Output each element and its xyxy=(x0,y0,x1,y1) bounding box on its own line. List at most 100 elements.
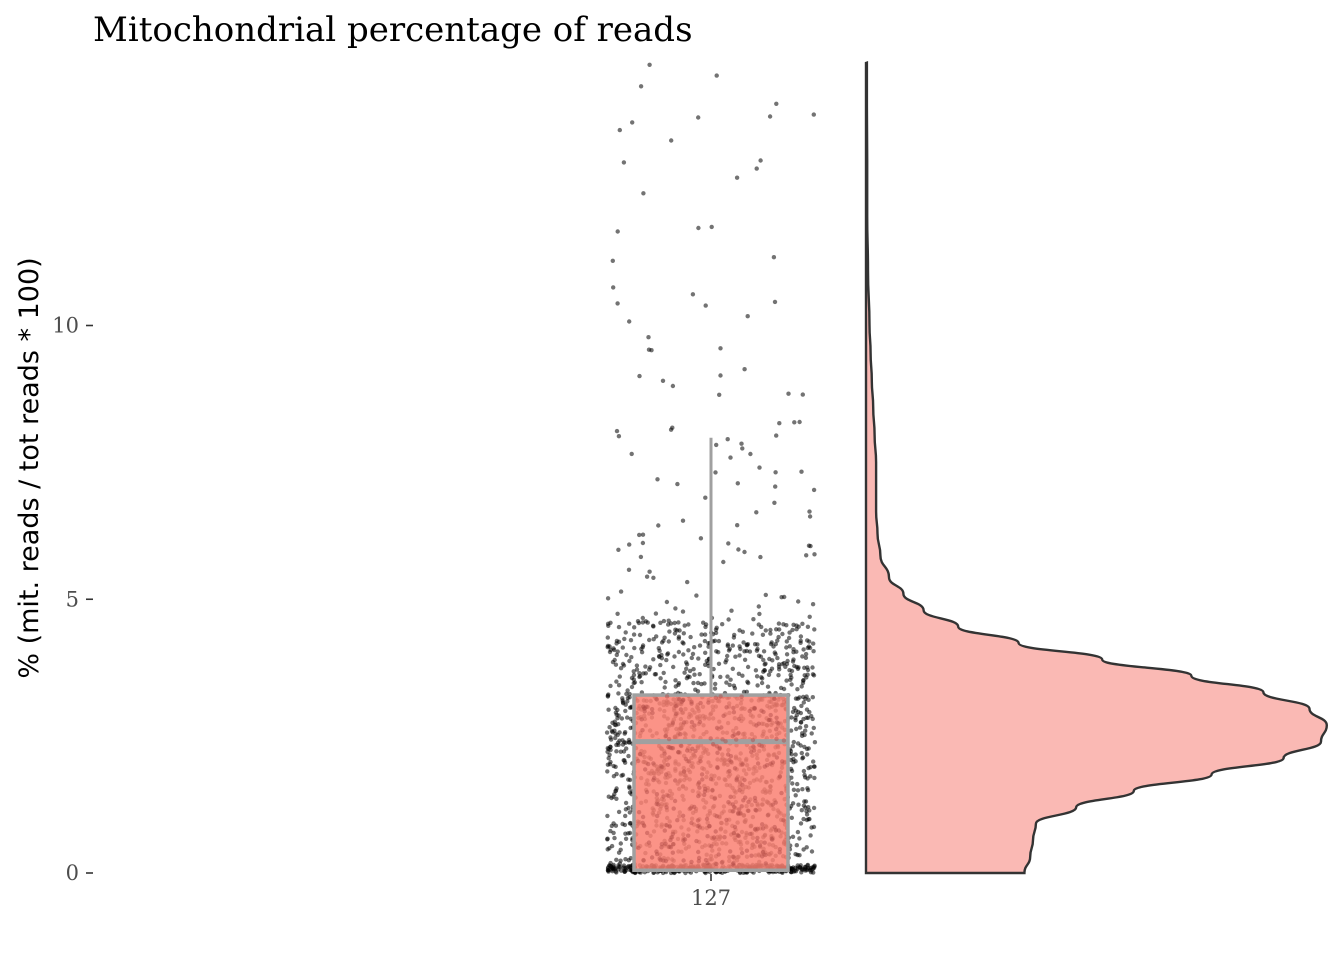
jitter-point xyxy=(729,608,734,613)
y-tick-label: 5 xyxy=(66,587,79,611)
jitter-point xyxy=(811,759,816,764)
jitter-point xyxy=(624,652,629,658)
jitter-point xyxy=(707,823,712,829)
jitter-point xyxy=(749,749,754,755)
jitter-point xyxy=(627,691,632,697)
jitter-point xyxy=(681,769,687,774)
jitter-point xyxy=(757,611,762,617)
box-iqr xyxy=(632,693,790,873)
jitter-point xyxy=(695,818,701,823)
jitter-point xyxy=(703,303,708,308)
jitter-point xyxy=(736,810,741,816)
jitter-point xyxy=(626,740,632,745)
jitter-point xyxy=(717,746,722,752)
jitter-point xyxy=(640,814,646,820)
jitter-point xyxy=(681,720,687,725)
jitter-point xyxy=(788,804,794,809)
jitter-point xyxy=(656,646,661,651)
jitter-point xyxy=(760,822,765,827)
jitter-point xyxy=(795,666,801,671)
jitter-point xyxy=(781,738,787,743)
jitter-point xyxy=(754,723,759,728)
jitter-point xyxy=(790,781,795,786)
jitter-point xyxy=(625,715,630,720)
jitter-point xyxy=(693,748,698,754)
jitter-point xyxy=(622,868,627,874)
jitter-point xyxy=(718,694,723,699)
jitter-point xyxy=(801,847,806,852)
jitter-point xyxy=(696,858,701,864)
jitter-point xyxy=(611,830,616,836)
jitter-point xyxy=(805,866,811,871)
jitter-point xyxy=(735,481,740,486)
jitter-point xyxy=(664,772,669,777)
jitter-point xyxy=(731,860,736,866)
jitter-point xyxy=(613,662,619,667)
jitter-point xyxy=(793,793,798,798)
jitter-point xyxy=(753,807,758,813)
jitter-point xyxy=(608,828,613,834)
jitter-point xyxy=(616,850,622,855)
jitter-point xyxy=(726,800,731,805)
jitter-point xyxy=(646,335,651,340)
jitter-point xyxy=(788,766,794,772)
jitter-point xyxy=(774,101,779,107)
jitter-point xyxy=(757,742,762,748)
jitter-point xyxy=(772,696,777,702)
jitter-point xyxy=(774,736,779,742)
jitter-point xyxy=(812,775,817,781)
jitter-point xyxy=(784,639,789,644)
jitter-point xyxy=(605,749,610,754)
jitter-point xyxy=(670,721,675,726)
jitter-point xyxy=(800,731,805,736)
jitter-point xyxy=(755,683,760,688)
jitter-point xyxy=(616,713,621,718)
jitter-point xyxy=(703,857,709,863)
jitter-point xyxy=(810,695,815,700)
jitter-point xyxy=(800,621,805,626)
jitter-point xyxy=(738,811,743,816)
jitter-point xyxy=(638,84,644,89)
jitter-point xyxy=(734,776,739,781)
jitter-point xyxy=(703,786,708,792)
jitter-point xyxy=(639,646,644,652)
jitter-point xyxy=(794,712,799,718)
jitter-point xyxy=(676,749,681,755)
jitter-point xyxy=(627,785,632,791)
jitter-point xyxy=(768,712,773,718)
jitter-point xyxy=(698,536,704,541)
jitter-point xyxy=(663,858,669,864)
jitter-point xyxy=(626,777,631,782)
jitter-point xyxy=(758,554,763,560)
jitter-point xyxy=(627,810,632,815)
jitter-point xyxy=(791,739,796,745)
jitter-point xyxy=(776,828,781,833)
jitter-point xyxy=(681,652,686,657)
jitter-point xyxy=(731,710,737,715)
jitter-point xyxy=(666,736,672,742)
jitter-point xyxy=(663,841,668,846)
jitter-point xyxy=(730,862,735,867)
jitter-point xyxy=(631,632,637,637)
jitter-point xyxy=(623,800,629,806)
jitter-point xyxy=(689,859,694,865)
jitter-point xyxy=(768,631,773,636)
jitter-point xyxy=(751,617,756,622)
jitter-point xyxy=(718,674,723,680)
jitter-point xyxy=(788,677,793,682)
jitter-point xyxy=(621,863,627,868)
jitter-point xyxy=(754,808,759,813)
jitter-point xyxy=(760,854,765,859)
jitter-point xyxy=(640,728,645,733)
jitter-point xyxy=(661,670,666,676)
jitter-point xyxy=(784,652,790,657)
jitter-point xyxy=(744,848,750,853)
jitter-point xyxy=(664,599,670,605)
jitter-point xyxy=(793,852,798,857)
jitter-point xyxy=(682,670,687,675)
jitter-point xyxy=(664,657,669,663)
jitter-point xyxy=(694,838,699,844)
jitter-point xyxy=(728,677,733,682)
jitter-point xyxy=(667,745,673,750)
jitter-point xyxy=(765,813,771,818)
